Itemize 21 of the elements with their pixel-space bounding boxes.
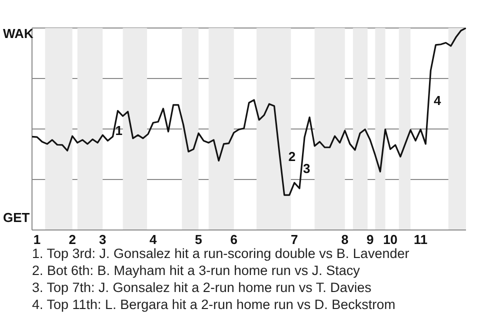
x-tick-label: 6	[230, 232, 238, 248]
x-tick-label: 11	[414, 232, 428, 248]
x-tick-label: 5	[194, 232, 202, 248]
x-tick-label: 10	[383, 232, 398, 248]
x-tick-label: 7	[290, 232, 298, 248]
text: 1. Top 3rd: J. Gonsalez hit a run-scoring double vs B. Lavender	[32, 245, 410, 262]
annotation: 4	[434, 92, 441, 108]
text: GET	[3, 210, 30, 225]
x-tick-label: 2	[68, 232, 76, 248]
text: 3. Top 7th: J. Gonsalez hit a 2-run home run vs T. Davies	[32, 279, 372, 296]
text: 2. Bot 6th: B. Mayham hit a 3-run home run vs J. Stacy	[32, 262, 361, 279]
annotation: 1	[115, 123, 123, 138]
x-tick-label: 8	[341, 232, 348, 248]
x-tick-label: 1	[33, 232, 41, 248]
x-tick-label: 9	[366, 232, 374, 248]
text: 4. Top 11th: L. Bergara hit a 2-run home run vs D. Beckstrom	[32, 296, 396, 313]
x-tick-label: 3	[99, 232, 106, 248]
annotation: 3	[303, 161, 310, 176]
x-tick-label: 4	[150, 232, 158, 248]
annotation: 2	[288, 149, 296, 164]
annotation: WAK	[3, 26, 34, 41]
